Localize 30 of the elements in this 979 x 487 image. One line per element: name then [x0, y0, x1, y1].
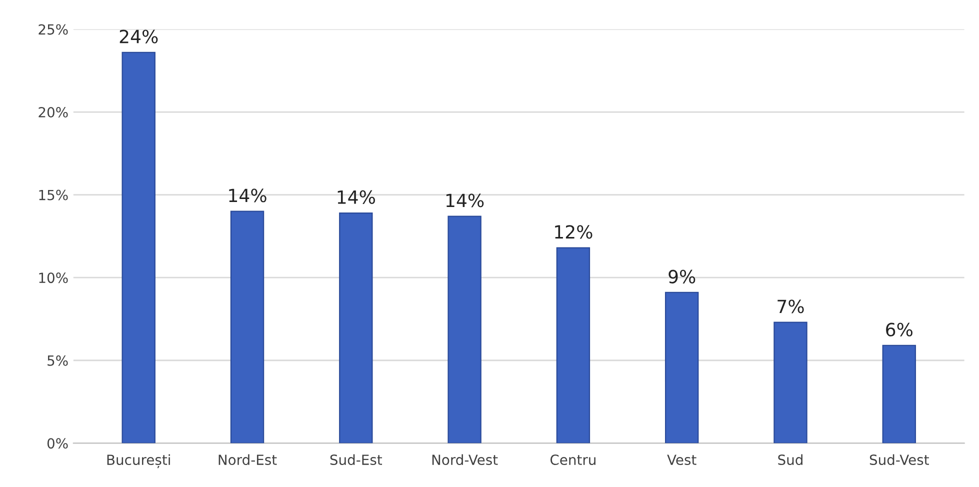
bar	[448, 216, 482, 444]
bar	[230, 210, 264, 444]
data-label: 14%	[229, 188, 266, 202]
x-tick-label: Nord-Est	[218, 454, 277, 466]
data-label: 12%	[555, 225, 592, 239]
x-tick-label: Nord-Vest	[432, 454, 498, 466]
y-tick-label: 20%	[38, 106, 68, 118]
bar	[556, 247, 590, 444]
data-label: 7%	[778, 300, 804, 314]
y-tick-label: 25%	[38, 24, 68, 35]
bar	[339, 212, 373, 444]
bar	[664, 292, 699, 444]
data-label: 9%	[668, 270, 696, 284]
x-tick-label: București	[107, 454, 170, 468]
data-label: 14%	[338, 190, 375, 204]
y-tick-label: 0%	[47, 438, 68, 449]
bar	[774, 322, 808, 444]
x-tick-label: Sud	[778, 454, 802, 466]
y-tick-label: 15%	[39, 190, 68, 200]
x-tick-label: Sud-Vest	[870, 454, 929, 466]
data-label: 6%	[886, 322, 912, 336]
data-label: 24%	[120, 30, 158, 44]
x-tick-label: Centru	[550, 454, 596, 466]
y-tick-label: 5%	[48, 355, 68, 366]
bar	[882, 344, 916, 444]
x-tick-label: Sud-Est	[330, 454, 382, 466]
y-tick-label: 10%	[39, 272, 68, 284]
data-label: 14%	[446, 194, 484, 208]
bar	[122, 52, 156, 444]
x-tick-label: Vest	[667, 454, 696, 466]
